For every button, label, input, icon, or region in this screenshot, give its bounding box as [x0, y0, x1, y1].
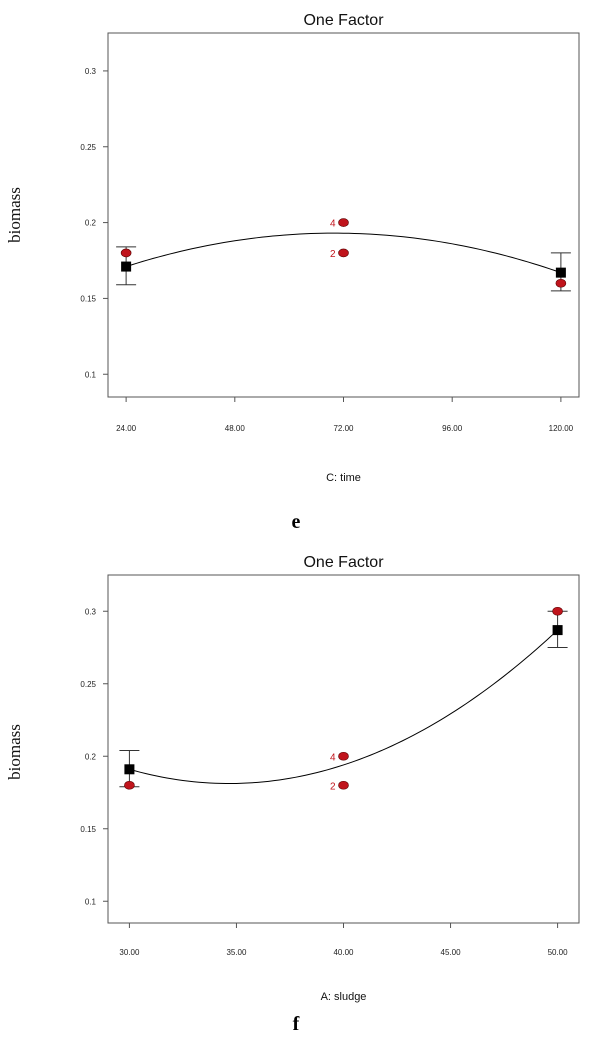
chart-panel-f: One Factor 0.1 0.15 0.2 0.25 0.3 30.00 35.00 40.… — [5, 554, 580, 1035]
observed-point — [338, 780, 349, 790]
y-axis-label: biomass — [5, 187, 24, 243]
predicted-point-marker — [124, 764, 135, 775]
x-tick-label: 35.00 — [226, 948, 247, 957]
observed-point — [338, 218, 349, 227]
plot-frame — [107, 32, 580, 398]
x-tick-label: 24.00 — [116, 424, 137, 433]
y-tick-label: 0.1 — [85, 897, 97, 906]
x-tick-label: 30.00 — [119, 948, 140, 957]
y-tick-label: 0.2 — [85, 752, 97, 761]
fit-curve — [129, 629, 558, 785]
predicted-point-marker — [121, 261, 132, 272]
y-tick-label: 0.25 — [80, 680, 96, 689]
x-axis-label: C: time — [326, 472, 361, 484]
x-tick-label: 120.00 — [549, 424, 574, 433]
observed-point-count-label: 4 — [330, 219, 336, 230]
x-tick-label: 50.00 — [548, 948, 569, 957]
y-tick-label: 0.2 — [85, 219, 97, 228]
x-tick-label: 48.00 — [225, 424, 246, 433]
panel-label: f — [293, 1013, 300, 1035]
plot-frame — [107, 574, 580, 924]
x-tick-label: 72.00 — [333, 424, 354, 433]
y-tick-label: 0.25 — [80, 143, 96, 152]
x-tick-label: 45.00 — [441, 948, 462, 957]
predicted-point-marker — [555, 267, 566, 278]
observed-point-count-label: 2 — [330, 249, 336, 260]
y-tick-label: 0.15 — [80, 825, 96, 834]
x-axis-label: A: sludge — [321, 991, 367, 1003]
observed-point-count-label: 2 — [330, 781, 336, 792]
observed-point-count-label: 4 — [330, 752, 336, 763]
observed-point — [555, 278, 567, 288]
y-tick-label: 0.3 — [85, 607, 97, 616]
chart-panel-e: One Factor 0.1 0.15 0.2 0.25 0.3 24.00 48.00 72.… — [5, 12, 580, 533]
fit-curve — [125, 232, 562, 274]
chart-title: One Factor — [303, 554, 384, 571]
chart-title: One Factor — [303, 12, 384, 29]
predicted-point-marker — [552, 625, 563, 636]
y-tick-label: 0.3 — [85, 67, 97, 76]
y-axis-label: biomass — [5, 724, 24, 780]
observed-point — [120, 248, 132, 258]
observed-point — [338, 248, 349, 258]
y-tick-label: 0.15 — [80, 294, 96, 303]
observed-point — [552, 606, 563, 616]
observed-point — [338, 751, 349, 761]
observed-point — [124, 780, 135, 790]
y-tick-label: 0.1 — [85, 370, 97, 379]
x-tick-label: 96.00 — [442, 424, 463, 433]
panel-label: e — [292, 511, 301, 533]
x-tick-label: 40.00 — [333, 948, 354, 957]
